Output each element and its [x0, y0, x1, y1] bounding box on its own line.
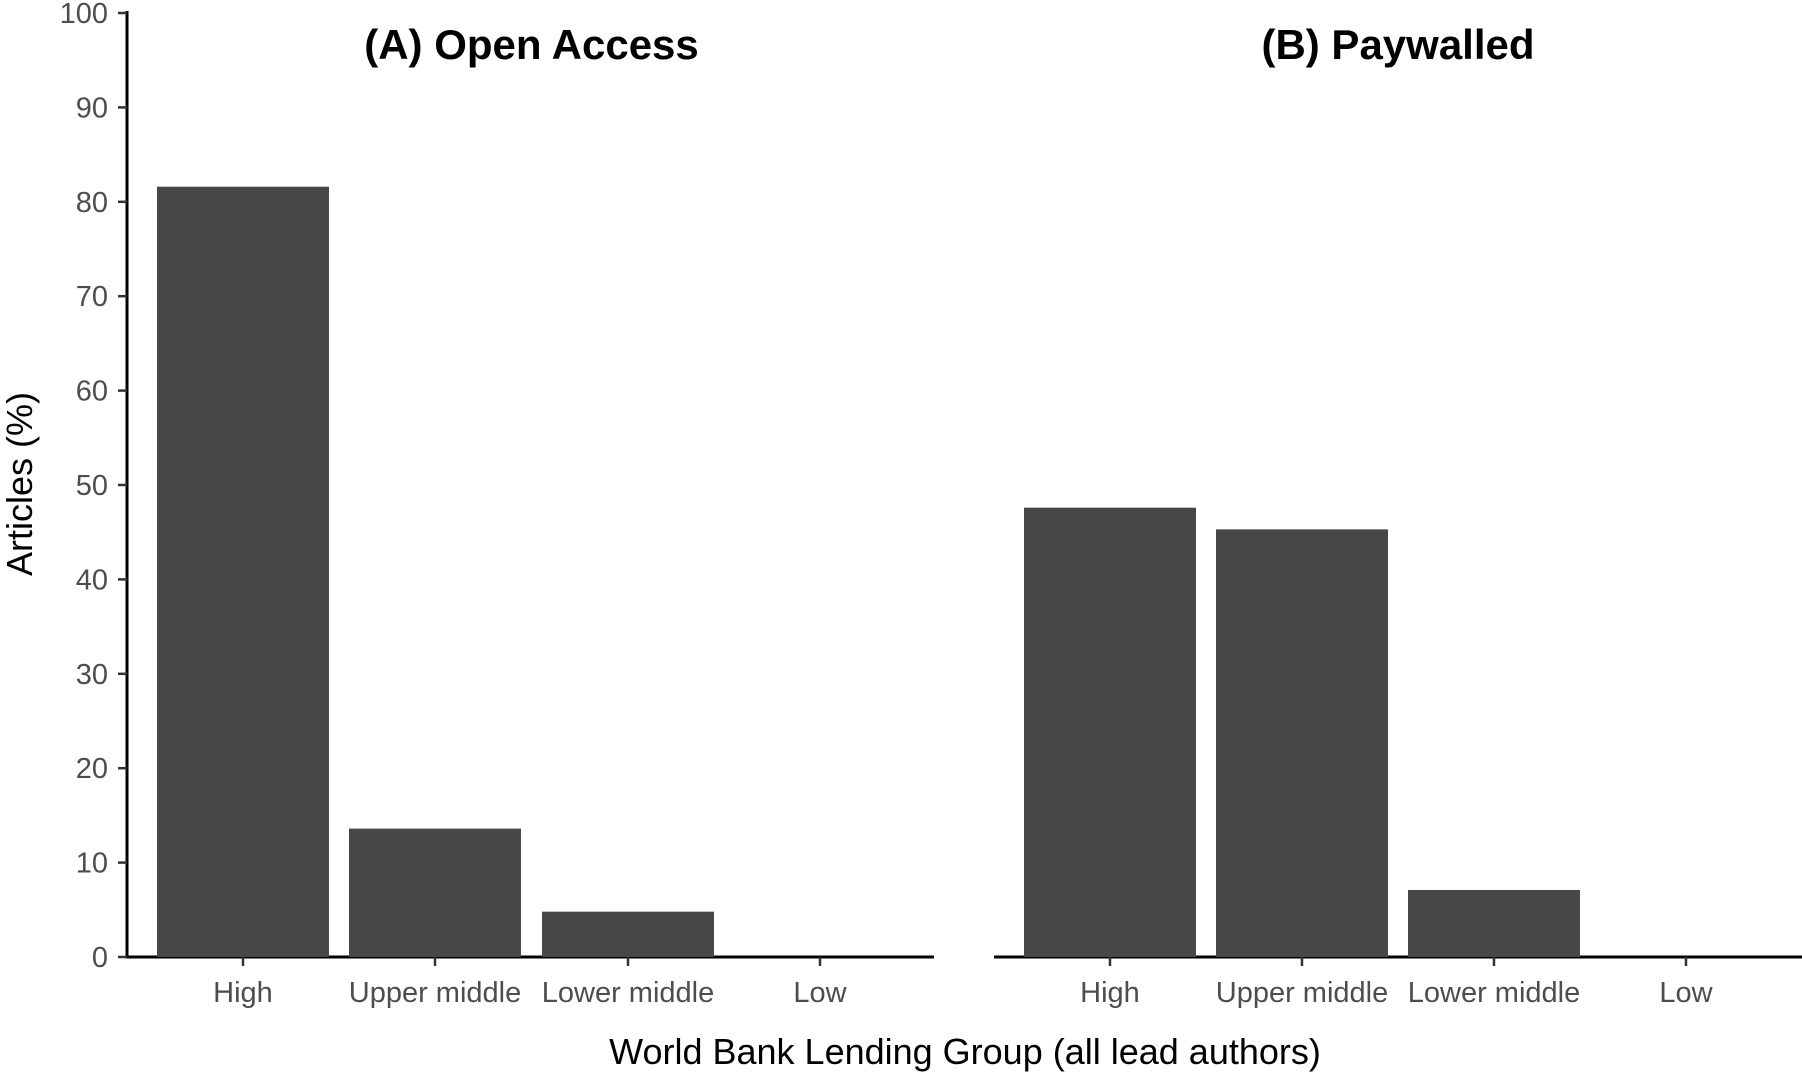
- x-tick-label: Upper middle: [1216, 977, 1388, 1009]
- labels-layer: 0 10 20 30 40 50 60 70 80 90 100 (A) Open Access Hig…: [60, 0, 1714, 1009]
- x-tick-label: Low: [1659, 977, 1713, 1009]
- y-tick-label: 30: [76, 659, 108, 691]
- x-tick-label: Lower middle: [542, 977, 714, 1009]
- x-tick-label: Low: [793, 977, 847, 1009]
- y-tick-label: 10: [76, 848, 108, 880]
- bars-layer: [157, 186, 1580, 958]
- panel-title: (A) Open Access: [364, 21, 699, 68]
- y-tick-label: 50: [76, 470, 108, 502]
- panel-title: (B) Paywalled: [1261, 21, 1534, 68]
- bar: [1408, 889, 1580, 957]
- bar: [1216, 529, 1388, 957]
- y-tick-label: 0: [92, 942, 108, 974]
- bar: [1024, 507, 1196, 957]
- y-tick-label: 40: [76, 564, 108, 596]
- bar: [157, 186, 329, 958]
- x-axis-title: World Bank Lending Group (all lead autho…: [609, 1031, 1321, 1072]
- axes-layer: [118, 11, 1802, 966]
- y-tick-label: 80: [76, 187, 108, 219]
- x-tick-label: High: [1080, 977, 1140, 1009]
- y-tick-label: 70: [76, 281, 108, 313]
- bar: [349, 828, 521, 957]
- y-axis-title: Articles (%): [0, 392, 40, 576]
- x-tick-label: Lower middle: [1408, 977, 1580, 1009]
- y-tick-label: 20: [76, 753, 108, 785]
- bar: [542, 911, 714, 957]
- y-tick-label: 100: [60, 0, 108, 30]
- x-tick-label: High: [213, 977, 273, 1009]
- y-tick-label: 60: [76, 376, 108, 408]
- x-tick-label: Upper middle: [349, 977, 521, 1009]
- y-tick-label: 90: [76, 92, 108, 124]
